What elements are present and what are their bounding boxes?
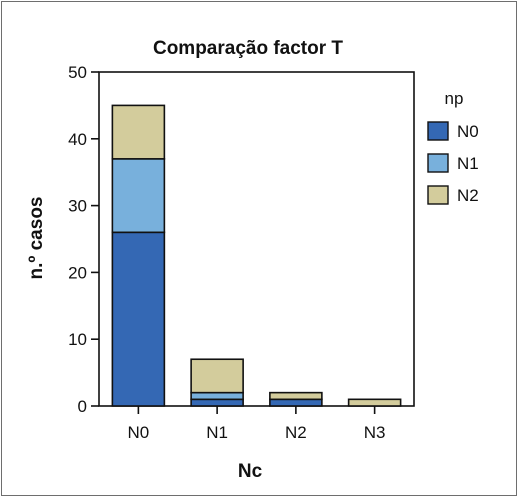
y-tick-label-40: 40 — [68, 130, 87, 149]
y-tick-label-30: 30 — [68, 197, 87, 216]
legend-label-N1: N1 — [457, 154, 479, 173]
y-tick-label-0: 0 — [78, 397, 87, 416]
bar-N1-N2 — [190, 358, 244, 394]
x-tick-label-N2: N2 — [285, 423, 307, 442]
legend-swatch-N0 — [427, 121, 449, 141]
plot-border — [98, 71, 415, 407]
x-tick-label-N1: N1 — [206, 423, 228, 442]
x-tick-label-N3: N3 — [364, 423, 386, 442]
bar-N1-N0 — [190, 398, 244, 407]
legend-label-N0: N0 — [457, 122, 479, 141]
bar-N0-N2 — [111, 104, 166, 160]
y-tick-label-10: 10 — [68, 330, 87, 349]
x-tick-label-N0: N0 — [128, 423, 150, 442]
bar-N0-N1 — [111, 158, 166, 234]
legend: np N0 N1 N2 — [427, 89, 479, 205]
x-axis-title: Nc — [238, 461, 263, 482]
bar-N0-N0 — [111, 231, 166, 407]
legend-label-N2: N2 — [457, 186, 479, 205]
legend-swatch-N1 — [427, 153, 449, 173]
chart-title: Comparação factor T — [153, 38, 343, 59]
y-tick-label-20: 20 — [68, 263, 87, 282]
y-axis-title: n.º casos — [26, 197, 47, 280]
y-tick-label-50: 50 — [68, 63, 87, 82]
legend-swatch-N2 — [427, 185, 449, 205]
bar-N2-N0 — [269, 398, 323, 407]
bar-N2-N2 — [269, 391, 323, 401]
bar-N1-N1 — [190, 391, 244, 401]
plot-area: 0 10 20 30 40 50 N0 N1 N2 N3 — [68, 63, 415, 442]
legend-title: np — [445, 89, 464, 108]
bar-N3-N2 — [347, 398, 402, 407]
